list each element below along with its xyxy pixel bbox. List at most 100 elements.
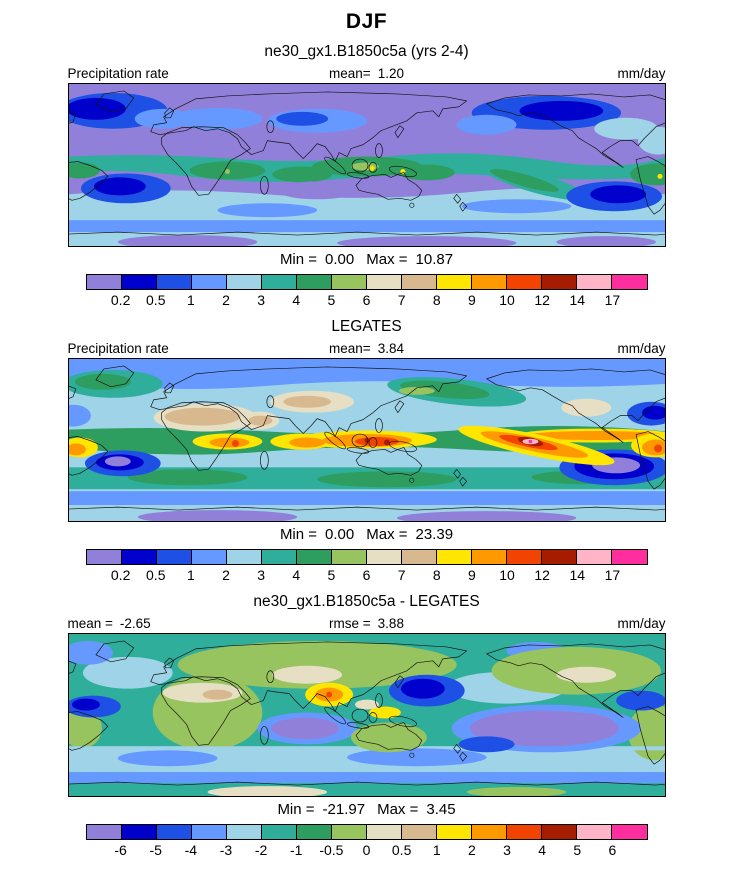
mean-value: -2.65 xyxy=(119,616,151,631)
colorbar-tick-label: 17 xyxy=(604,292,621,308)
units-label: mm/day xyxy=(617,66,666,81)
colorbar-cell xyxy=(225,825,261,839)
min-label: Min = xyxy=(279,526,318,543)
colorbar-tick-label: 5 xyxy=(327,292,336,308)
max-label: Max = xyxy=(366,526,408,543)
colorbar-tick-label: 3 xyxy=(503,842,511,858)
panel-diff-title: ne30_gx1.B1850c5a - LEGATES xyxy=(253,593,480,610)
min-value: 0.00 xyxy=(325,526,355,543)
colorbar-cell xyxy=(401,825,437,839)
colorbar-tick-labels: 0.2 0.5 1 2 3 4 5 6 7 8 9 10 12 14 17 xyxy=(86,290,648,311)
colorbar-cell xyxy=(155,550,191,564)
colorbar-cell xyxy=(611,550,647,564)
mean-value: 1.20 xyxy=(377,66,404,81)
colorbar-tick-label: 1 xyxy=(186,292,195,308)
colorbar-cell xyxy=(471,825,507,839)
colorbar-tick-label: 0.5 xyxy=(146,292,166,308)
min-label: Min = xyxy=(277,801,315,818)
colorbar-tick-label: 6 xyxy=(362,567,371,583)
colorbar-tick-label: -0.5 xyxy=(319,842,344,858)
colorbar-cell xyxy=(436,825,472,839)
colorbar-tick-label: 4 xyxy=(292,567,301,583)
rmse-value: 3.88 xyxy=(377,616,404,631)
mean-label: mean = xyxy=(67,616,113,631)
contour-field xyxy=(67,358,666,522)
min-value: -21.97 xyxy=(322,801,366,818)
panel-diff-header: mean = -2.65 rmse = 3.88 mm/day xyxy=(68,616,666,631)
colorbar-cell xyxy=(401,550,437,564)
mean-value: 3.84 xyxy=(377,341,404,356)
colorbar-cell xyxy=(330,550,366,564)
colorbar-cell xyxy=(190,825,226,839)
colorbar-tick-label: 2 xyxy=(222,567,230,583)
units-label: mm/day xyxy=(617,616,666,631)
mean-label: mean= xyxy=(329,66,371,81)
colorbar-cell xyxy=(86,275,121,289)
colorbar-cell xyxy=(295,825,331,839)
colorbar-cells xyxy=(85,824,648,840)
colorbar-cell xyxy=(225,275,261,289)
colorbar-cell xyxy=(86,825,121,839)
colorbar-cell xyxy=(155,825,191,839)
colorbar-cell xyxy=(506,825,542,839)
model-precip-map-svg xyxy=(67,83,666,247)
contour-field xyxy=(67,83,666,247)
obs-precip-map-svg xyxy=(67,358,666,522)
colorbar-tick-label: 0.2 xyxy=(110,292,131,308)
colorbar-cell xyxy=(295,275,331,289)
panel-obs-header: Precipitation rate mean= 3.84 mm/day xyxy=(68,341,666,356)
colorbar-cells xyxy=(85,274,648,290)
colorbar-tick-label: 12 xyxy=(534,292,550,308)
colorbar-cell xyxy=(401,275,437,289)
colorbar-cell xyxy=(541,825,577,839)
colorbar-cell xyxy=(225,550,261,564)
figure-title: DJF xyxy=(345,10,388,33)
panel-model-header: Precipitation rate mean= 1.20 mm/day xyxy=(68,66,666,81)
variable-label: Precipitation rate xyxy=(67,66,169,81)
colorbar-tick-labels: 0.2 0.5 1 2 3 4 5 6 7 8 9 10 12 14 17 xyxy=(86,565,648,586)
colorbar-cell xyxy=(260,550,296,564)
colorbar-tick-label: 7 xyxy=(397,567,406,583)
colorbar-tick-label: -2 xyxy=(254,842,268,858)
colorbar-cell xyxy=(330,825,366,839)
colorbar-tick-label: 17 xyxy=(604,567,621,583)
mean-label: mean= xyxy=(329,341,371,356)
colorbar-tick-label: -5 xyxy=(149,842,162,858)
colorbar-cell xyxy=(120,550,156,564)
figure: DJF ne30_gx1.B1850c5a (yrs 2-4) Precipit… xyxy=(0,10,733,861)
colorbar-tick-label: 3 xyxy=(257,567,266,583)
colorbar-cell xyxy=(190,550,226,564)
colorbar-cell xyxy=(436,550,472,564)
stats-line: Min = -21.97 Max = 3.45 xyxy=(0,801,733,820)
contour-field xyxy=(67,633,666,797)
colorbar-cell xyxy=(541,550,577,564)
colorbar-tick-label: -6 xyxy=(114,842,127,858)
difference-map-svg xyxy=(67,633,666,797)
colorbar-tick-label: 8 xyxy=(432,292,441,308)
colorbar-tick-label: 2 xyxy=(467,842,476,858)
panel-model-title: ne30_gx1.B1850c5a (yrs 2-4) xyxy=(264,43,469,60)
colorbar-cell xyxy=(471,275,507,289)
units-label: mm/day xyxy=(617,341,666,356)
colorbar-cell xyxy=(366,825,402,839)
max-value: 3.45 xyxy=(426,801,456,818)
colorbar-tick-label: 10 xyxy=(499,567,515,583)
max-value: 23.39 xyxy=(415,526,454,543)
colorbar-tick-label: 1 xyxy=(186,567,195,583)
colorbar-cell xyxy=(436,275,472,289)
colorbar-tick-label: 8 xyxy=(432,567,441,583)
colorbar-cell xyxy=(295,550,331,564)
colorbar-cell xyxy=(576,825,612,839)
colorbar-tick-label: -3 xyxy=(219,842,233,858)
variable-label: Precipitation rate xyxy=(67,341,169,356)
colorbar-cell xyxy=(330,275,366,289)
panel-obs-title: LEGATES xyxy=(331,318,402,335)
stats-line: Min = 0.00 Max = 23.39 xyxy=(0,526,733,545)
min-label: Min = xyxy=(279,251,318,268)
colorbar-cell xyxy=(366,550,402,564)
rmse-label: rmse = xyxy=(329,616,371,631)
colorbar-diff: -6 -5 -4 -3 -2 -1 -0.5 0 0.5 1 2 3 4 5 6 xyxy=(85,824,648,861)
colorbar-cell xyxy=(576,275,612,289)
stats-line: Min = 0.00 Max = 10.87 xyxy=(0,251,733,270)
colorbar-tick-label: 9 xyxy=(467,567,476,583)
